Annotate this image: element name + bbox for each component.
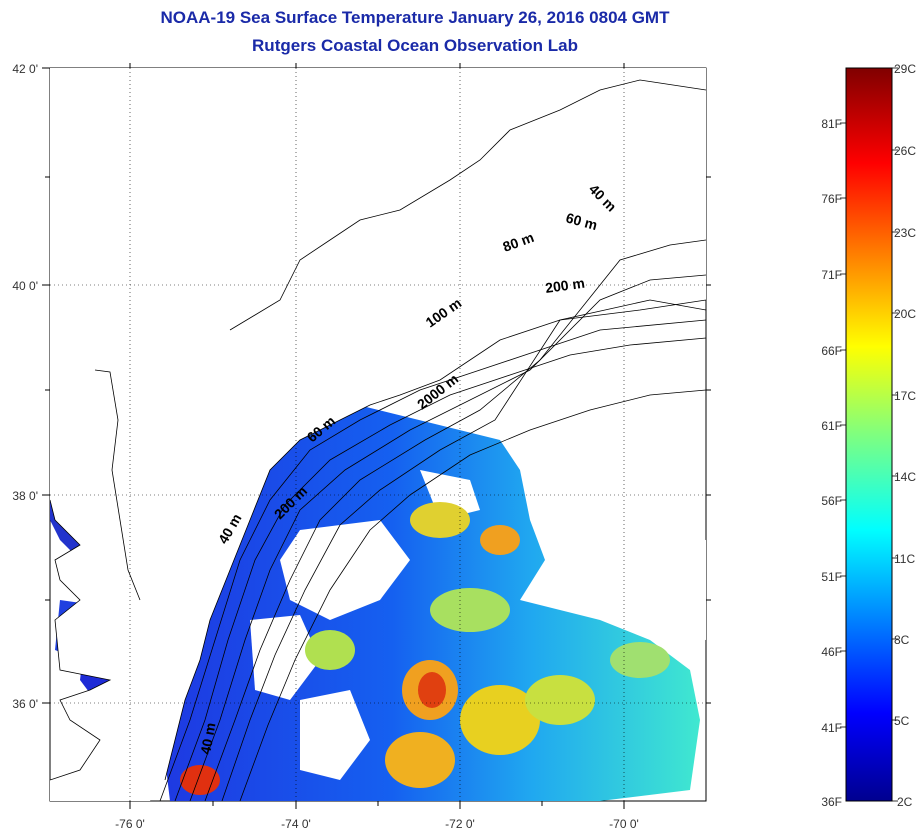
lon-label-76: -76 0' xyxy=(115,817,145,831)
colorbar-f-41: 41F xyxy=(821,721,842,735)
contour-label-60m-north: 60 m xyxy=(564,209,599,233)
colorbar-c-23: 23C xyxy=(894,226,916,240)
lon-label-70: -70 0' xyxy=(609,817,639,831)
colorbar-f-61: 61F xyxy=(821,419,842,433)
colorbar-c-20: 20C xyxy=(894,307,916,321)
colorbar xyxy=(845,67,893,802)
lon-label-74: -74 0' xyxy=(281,817,311,831)
lat-label-36: 36 0' xyxy=(12,697,38,711)
colorbar-f-66: 66F xyxy=(821,344,842,358)
colorbar-f-71: 71F xyxy=(821,268,842,282)
colorbar-f-36: 36F xyxy=(821,795,842,809)
colorbar-f-56: 56F xyxy=(821,494,842,508)
colorbar-c-5: 5C xyxy=(894,714,910,728)
colorbar-c-2: 2C xyxy=(897,795,913,809)
colorbar-c-14: 14C xyxy=(894,470,916,484)
colorbar-f-46: 46F xyxy=(821,645,842,659)
contour-label-200m-north: 200 m xyxy=(544,275,586,296)
colorbar-c-8: 8C xyxy=(894,633,910,647)
map-subtitle: Rutgers Coastal Ocean Observation Lab xyxy=(252,36,578,55)
contour-label-40m-south: 40 m xyxy=(197,721,218,755)
colorbar-c-29: 29C xyxy=(894,62,916,76)
colorbar-f-51: 51F xyxy=(821,570,842,584)
lat-label-38: 38 0' xyxy=(12,489,38,503)
lat-label-40: 40 0' xyxy=(12,279,38,293)
colorbar-f-81: 81F xyxy=(821,117,842,131)
colorbar-c-11: 11C xyxy=(894,552,915,566)
sst-field xyxy=(50,68,706,801)
lon-label-72: -72 0' xyxy=(445,817,475,831)
lat-label-42: 42 0' xyxy=(12,62,38,76)
colorbar-c-26: 26C xyxy=(894,144,916,158)
map-title: NOAA-19 Sea Surface Temperature January … xyxy=(160,8,670,27)
colorbar-f-76: 76F xyxy=(821,192,842,206)
colorbar-c-17: 17C xyxy=(894,389,916,403)
